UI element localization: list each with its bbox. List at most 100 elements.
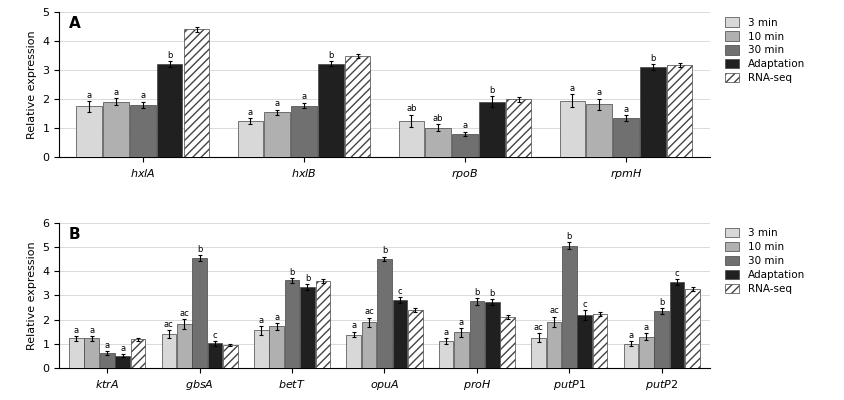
Text: b: b [327, 51, 333, 60]
Text: b: b [305, 274, 310, 283]
Bar [576, 315, 592, 368]
Text: ac: ac [179, 309, 189, 318]
Text: ab: ab [432, 114, 443, 123]
Text: a: a [462, 121, 467, 130]
Text: b: b [566, 232, 571, 241]
Text: a: a [569, 84, 574, 93]
Text: a: a [247, 108, 252, 117]
Text: a: a [113, 88, 118, 96]
Bar [315, 281, 330, 368]
Bar [184, 30, 209, 157]
Text: b: b [197, 245, 202, 254]
Text: b: b [473, 288, 479, 296]
Bar [157, 64, 182, 157]
Bar [613, 118, 638, 157]
Bar [237, 121, 262, 157]
Bar [300, 287, 315, 368]
Text: ac: ac [549, 306, 558, 316]
Text: a: a [301, 92, 306, 101]
Legend: 3 min, 10 min, 30 min, Adaptation, RNA-seq: 3 min, 10 min, 30 min, Adaptation, RNA-s… [721, 225, 807, 297]
Bar [398, 121, 424, 157]
Bar [130, 105, 155, 157]
Bar [131, 340, 145, 368]
Bar [376, 259, 392, 368]
Text: b: b [167, 51, 172, 60]
Bar [264, 112, 289, 157]
Text: a: a [89, 326, 95, 335]
Bar [586, 104, 611, 157]
Bar [269, 326, 284, 368]
Bar [546, 322, 560, 368]
Text: c: c [674, 269, 679, 278]
Bar [469, 302, 484, 368]
Bar [69, 338, 84, 368]
Bar [484, 302, 499, 368]
Bar [100, 353, 115, 368]
Text: a: a [628, 331, 633, 340]
Text: b: b [289, 268, 295, 277]
Text: c: c [397, 286, 402, 296]
Text: b: b [658, 298, 663, 307]
Text: B: B [69, 227, 80, 242]
Bar [208, 343, 222, 368]
Bar [346, 334, 360, 368]
Text: a: a [105, 341, 110, 350]
Bar [291, 106, 316, 157]
Bar [425, 128, 451, 157]
Text: ac: ac [364, 308, 374, 316]
Text: a: a [351, 322, 356, 330]
Text: b: b [381, 246, 387, 255]
Bar [115, 356, 130, 368]
Text: a: a [87, 91, 92, 100]
Bar [76, 106, 102, 157]
Y-axis label: Relative expression: Relative expression [27, 241, 36, 350]
Text: a: a [140, 91, 145, 100]
Text: a: a [273, 312, 279, 322]
Bar [640, 67, 665, 157]
Bar [500, 317, 514, 368]
Text: a: a [596, 88, 601, 97]
Text: c: c [213, 331, 217, 340]
Bar [284, 280, 299, 368]
Bar [254, 330, 268, 368]
Text: a: a [623, 105, 628, 114]
Bar [684, 288, 699, 368]
Bar [317, 64, 344, 157]
Bar [561, 246, 576, 368]
Bar [392, 300, 407, 368]
Text: a: a [73, 326, 78, 335]
Text: A: A [69, 16, 80, 31]
Bar [669, 282, 684, 368]
Bar [84, 338, 99, 368]
Text: b: b [649, 54, 655, 63]
Text: a: a [643, 323, 648, 332]
Text: b: b [489, 86, 494, 95]
Bar [453, 332, 468, 368]
Bar [638, 336, 653, 368]
Bar [623, 344, 637, 368]
Legend: 3 min, 10 min, 30 min, Adaptation, RNA-seq: 3 min, 10 min, 30 min, Adaptation, RNA-s… [721, 14, 807, 86]
Bar [506, 99, 531, 157]
Bar [408, 310, 422, 368]
Bar [592, 314, 607, 368]
Bar [559, 101, 584, 157]
Text: b: b [489, 289, 495, 298]
Y-axis label: Relative expression: Relative expression [27, 30, 36, 139]
Text: a: a [443, 328, 448, 337]
Bar [479, 102, 504, 157]
Bar [344, 56, 370, 157]
Bar [192, 258, 207, 368]
Text: ac: ac [533, 323, 543, 332]
Bar [438, 341, 453, 368]
Text: a: a [258, 316, 263, 325]
Text: a: a [274, 100, 279, 108]
Text: c: c [582, 300, 587, 309]
Bar [452, 134, 477, 157]
Bar [223, 345, 237, 368]
Bar [176, 324, 192, 368]
Bar [361, 322, 376, 368]
Bar [653, 311, 668, 368]
Text: a: a [458, 318, 463, 326]
Bar [531, 338, 545, 368]
Text: ac: ac [164, 320, 174, 329]
